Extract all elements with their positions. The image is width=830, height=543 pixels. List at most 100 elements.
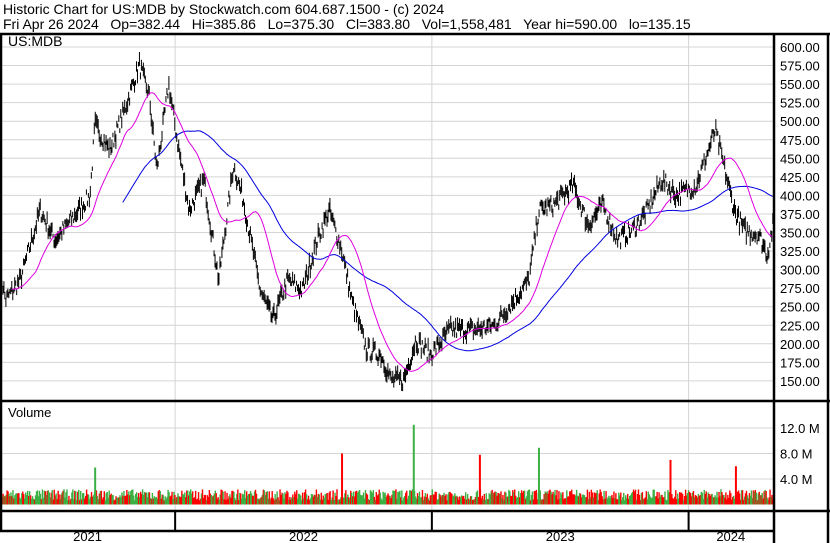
volume-bar <box>726 499 728 505</box>
volume-bar <box>679 492 681 505</box>
volume-bar <box>48 492 50 505</box>
volume-bar <box>446 500 448 505</box>
volume-bar <box>637 489 640 505</box>
volume-bar <box>554 489 556 505</box>
volume-bar <box>178 496 180 505</box>
volume-bar <box>657 498 659 505</box>
volume-bar <box>739 499 742 505</box>
volume-bar <box>459 496 461 505</box>
chart-title: Historic Chart for US:MDB by Stockwatch.… <box>3 1 445 17</box>
volume-bar <box>312 496 315 505</box>
volume-bar <box>435 491 437 505</box>
volume-bar <box>12 490 14 505</box>
volume-bar <box>217 497 219 505</box>
volume-bar <box>463 498 466 505</box>
volume-bar <box>203 494 206 505</box>
volume-bar <box>143 491 146 505</box>
volume-bar <box>109 495 111 505</box>
volume-bar <box>163 500 165 505</box>
volume-bar <box>564 498 566 505</box>
volume-bar <box>405 492 407 505</box>
volume-bar <box>551 494 553 505</box>
volume-bar <box>547 493 549 505</box>
volume-bar <box>352 496 354 505</box>
volume-bar <box>292 494 294 505</box>
volume-bar <box>359 494 362 505</box>
volume-bar <box>770 496 772 505</box>
volume-bar <box>388 495 390 505</box>
volume-bar <box>216 498 218 505</box>
volume-bar <box>353 496 356 505</box>
volume-bar <box>7 491 9 505</box>
volume-bar <box>561 494 563 505</box>
volume-bar <box>675 490 677 505</box>
volume-bar <box>720 489 722 505</box>
volume-bar <box>253 491 256 505</box>
volume-bar <box>512 490 514 505</box>
volume-bar <box>724 497 726 505</box>
volume-bar <box>545 492 547 505</box>
volume-bar <box>497 492 499 505</box>
volume-bar <box>541 498 543 505</box>
volume-bar <box>741 490 744 505</box>
volume-bar <box>427 498 430 505</box>
volume-bar <box>263 490 266 505</box>
volume-bar <box>429 495 431 505</box>
volume-bar <box>491 489 493 505</box>
volume-bar <box>244 498 247 505</box>
volume-bar <box>722 494 724 505</box>
volume-bar <box>753 491 756 505</box>
volume-bar <box>646 499 649 505</box>
volume-bar <box>640 493 643 505</box>
volume-bar <box>33 499 36 505</box>
volume-bar <box>422 500 425 505</box>
volume-bar <box>389 495 391 505</box>
volume-bar <box>116 497 118 505</box>
volume-spike-bar <box>734 466 737 505</box>
volume-bar <box>58 494 60 505</box>
volume-bar <box>590 489 593 505</box>
volume-bar <box>343 497 345 505</box>
volume-bar <box>744 493 747 505</box>
volume-bar <box>390 497 392 505</box>
volume-bar <box>437 498 439 505</box>
volume-bar <box>569 491 571 505</box>
volume-bar <box>56 499 58 505</box>
volume-bar <box>18 493 20 505</box>
volume-bar <box>324 494 326 505</box>
volume-bar <box>238 500 240 505</box>
volume-bar <box>302 498 305 505</box>
volume-bar <box>591 492 594 505</box>
volume-bar <box>500 491 502 505</box>
volume-bar <box>237 489 239 505</box>
volume-bar <box>212 495 214 505</box>
volume-bar <box>137 493 140 505</box>
volume-bar <box>71 492 73 505</box>
volume-bar <box>364 490 367 505</box>
volume-bar <box>693 497 696 505</box>
volume-bar <box>105 493 107 505</box>
volume-bar <box>573 494 576 505</box>
volume-bar <box>476 490 479 505</box>
volume-bar <box>396 498 398 505</box>
volume-bar <box>367 498 370 505</box>
volume-bar <box>15 493 17 505</box>
volume-bar <box>55 493 57 505</box>
volume-bar <box>95 490 98 505</box>
volume-bar <box>164 496 166 505</box>
volume-bar <box>283 498 285 505</box>
volume-bar <box>527 489 530 505</box>
volume-bar <box>579 493 582 505</box>
volume-bar <box>150 498 153 505</box>
volume-bar <box>357 491 360 505</box>
volume-bar <box>415 498 418 505</box>
volume-bar <box>468 499 471 505</box>
volume-bar <box>517 491 520 505</box>
volume-bar <box>759 495 761 505</box>
volume-spike-bar <box>412 424 415 505</box>
volume-bar <box>430 495 432 505</box>
volume-bar <box>737 490 740 505</box>
volume-bar <box>407 498 409 505</box>
volume-bar <box>598 493 600 505</box>
price-tick-label: 575.00 <box>780 59 820 74</box>
